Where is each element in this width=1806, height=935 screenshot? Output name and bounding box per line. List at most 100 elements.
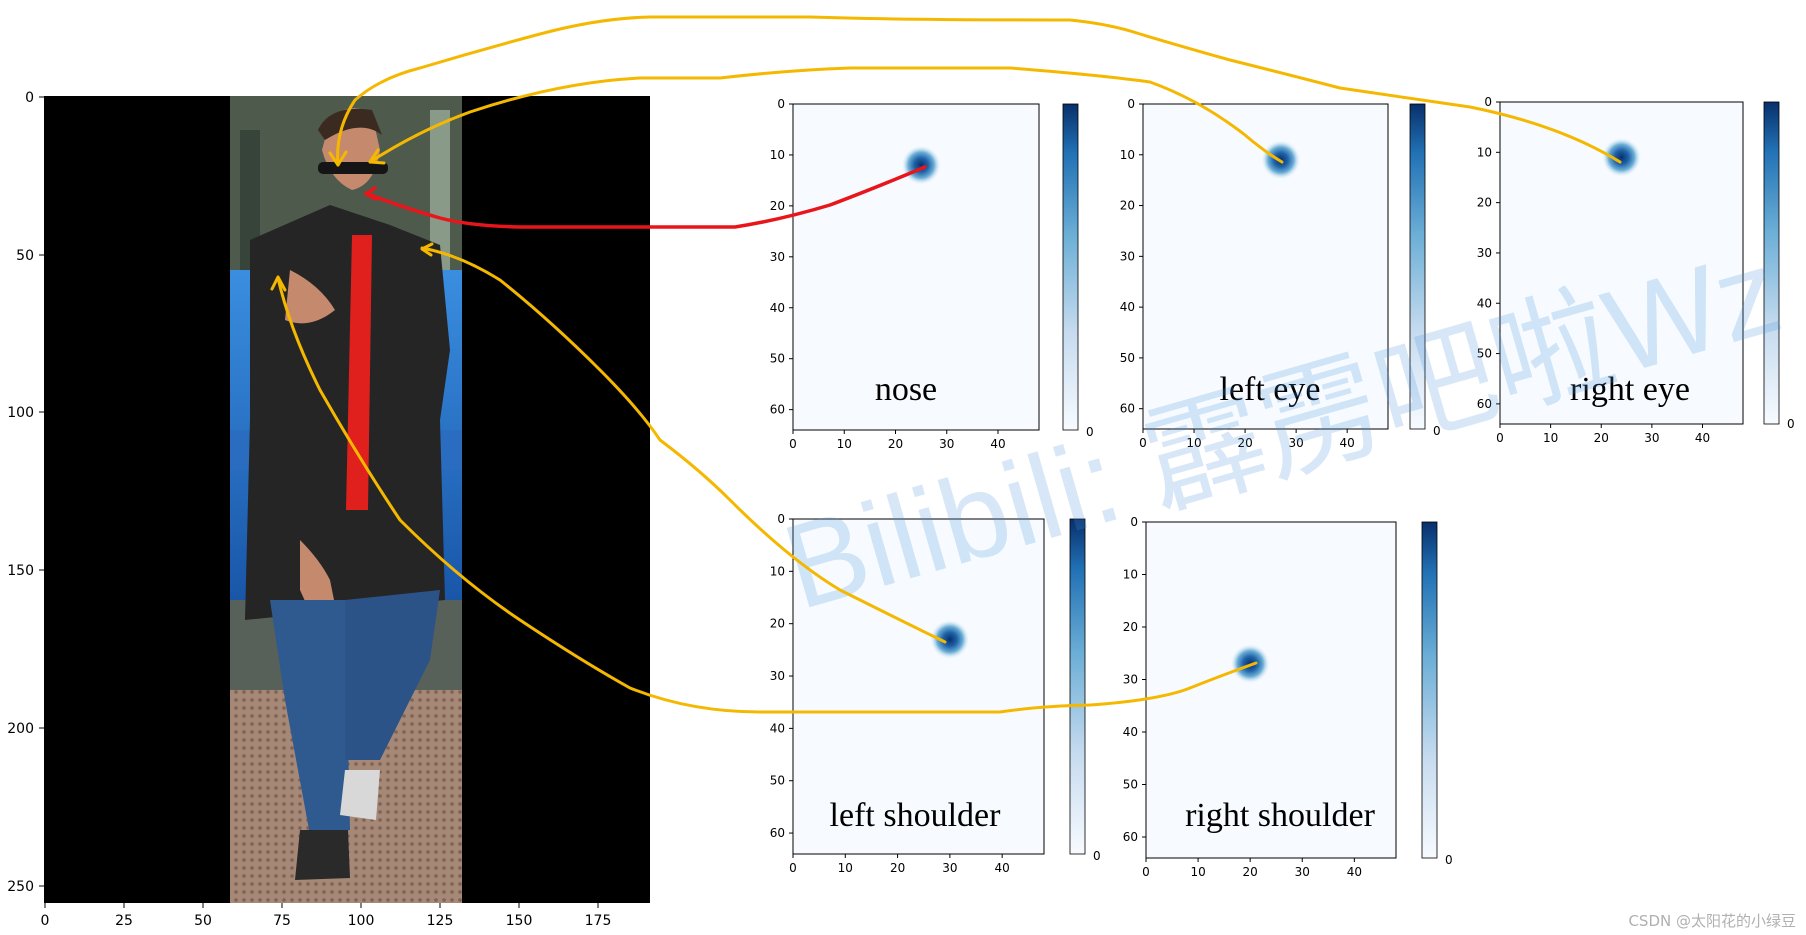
heatmap-xtick-label: 20 [1237, 436, 1252, 450]
colorbar [1421, 521, 1438, 859]
photo-ytick: 0 [25, 90, 34, 106]
heatmap-xtick-label: 20 [890, 861, 905, 875]
photo-ytick: 100 [7, 405, 34, 421]
heatmap-ytick-label: 20 [1477, 196, 1492, 210]
heatmap-ytick-label: 60 [1120, 402, 1135, 416]
heatmap-ytick-label: 20 [1123, 620, 1138, 634]
heatmap-ytick-label: 40 [1477, 296, 1492, 310]
heatmap-xtick-label: 40 [1695, 431, 1710, 445]
panel-label: nose [875, 371, 937, 408]
photo-xtick: 25 [115, 913, 133, 929]
heatmap-ytick-label: 40 [1120, 300, 1135, 314]
heatmap-ytick-label: 50 [1123, 778, 1138, 792]
heatmap-xtick-label: 0 [789, 437, 797, 451]
arrowhead-icon [270, 275, 287, 292]
heatmap-panel-right-shoulder: 0 right shoulder 0 10 20 30 40 0 10 20 30 40 50 60 [1123, 515, 1453, 879]
colorbar-min-label: 0 [1433, 424, 1441, 438]
heatmap-xtick-label: 20 [888, 437, 903, 451]
heatmap-xtick-label: 40 [1347, 865, 1362, 879]
heatmap-xtick-label: 20 [1594, 431, 1609, 445]
heatmap-ytick-label: 0 [777, 97, 785, 111]
arrowhead-icon [328, 150, 348, 167]
heatmap-ytick-label: 30 [770, 669, 785, 683]
connector-right-shoulder [276, 276, 1258, 714]
colorbar-min-label: 0 [1093, 849, 1101, 863]
heatmap-ytick-label: 50 [770, 774, 785, 788]
heatmap-ytick-label: 10 [770, 564, 785, 578]
heatmap-ytick-label: 10 [1123, 568, 1138, 582]
heatmap-panel-right-eye: 0 right eye 0 10 20 30 40 0 10 20 30 40 50 60 [1477, 95, 1795, 445]
photo-y-axis: 0 50 100 150 200 250 [7, 90, 44, 895]
heatmap-ytick-label: 30 [1120, 249, 1135, 263]
heatmap-panel-left-eye: 0 left eye 0 10 20 30 40 0 10 20 30 40 50 60 [1120, 97, 1441, 450]
photo-ytick: 200 [7, 721, 34, 737]
heatmap-xtick-label: 30 [939, 437, 954, 451]
photo-ytick: 250 [7, 879, 34, 895]
heatmap-xtick-label: 30 [1288, 436, 1303, 450]
person-photo [230, 96, 462, 903]
heatmap-ytick-label: 60 [770, 826, 785, 840]
photo-xtick: 125 [427, 913, 454, 929]
heatmap-xtick-label: 10 [1543, 431, 1558, 445]
heatmap-xtick-label: 0 [1496, 431, 1504, 445]
colorbar [1069, 518, 1086, 855]
heatmap-xtick-label: 30 [1644, 431, 1659, 445]
photo-xtick: 50 [194, 913, 212, 929]
connector-left-shoulder [420, 246, 947, 644]
heatmap-xtick-label: 20 [1243, 865, 1258, 879]
panel-label: right shoulder [1185, 797, 1375, 834]
heatmap-xtick-label: 10 [1186, 436, 1201, 450]
arrowhead-icon [364, 186, 378, 201]
heatmap-xtick-label: 0 [1139, 436, 1147, 450]
photo-ytick: 150 [7, 563, 34, 579]
heatmap-ytick-label: 50 [1120, 351, 1135, 365]
heatmap-ytick-label: 20 [770, 617, 785, 631]
heatmap-ytick-label: 20 [770, 199, 785, 213]
heatmap-xtick-label: 40 [990, 437, 1005, 451]
heatmap-ytick-label: 30 [1477, 246, 1492, 260]
heatmap-ytick-label: 60 [770, 403, 785, 417]
heatmap-xtick-label: 0 [1142, 865, 1150, 879]
colorbar [1763, 101, 1780, 425]
colorbar [1409, 103, 1426, 430]
heatmap-panel-nose: 0 nose 0 10 20 30 40 0 10 20 30 40 50 60 [770, 97, 1094, 451]
colorbar-min-label: 0 [1787, 417, 1795, 431]
panel-label: left eye [1220, 371, 1321, 408]
heatmap-ytick-label: 0 [1130, 515, 1138, 529]
photo-ytick: 50 [16, 248, 34, 264]
heatmap-ytick-label: 0 [1484, 95, 1492, 109]
heatmap-ytick-label: 30 [770, 250, 785, 264]
heatmap-ytick-label: 60 [1477, 397, 1492, 411]
heatmap-xtick-label: 30 [942, 861, 957, 875]
heatmap-xtick-label: 10 [837, 437, 852, 451]
credit-text: CSDN @太阳花的小绿豆 [1628, 912, 1796, 930]
heatmap-ytick-label: 20 [1120, 199, 1135, 213]
heatmap-ytick-label: 40 [1123, 725, 1138, 739]
connector-left-eye [368, 66, 1284, 164]
colorbar [1062, 103, 1079, 431]
heatmap-peak [929, 619, 970, 660]
panel-label: right eye [1570, 371, 1690, 408]
photo-x-axis: 0 25 50 75 100 125 150 175 [41, 903, 612, 929]
heatmap-ytick-label: 30 [1123, 673, 1138, 687]
heatmap-ytick-label: 10 [770, 148, 785, 162]
photo-xtick: 150 [506, 913, 533, 929]
heatmap-xtick-label: 10 [1190, 865, 1205, 879]
photo-xtick: 100 [348, 913, 375, 929]
arrowhead-icon [420, 242, 434, 257]
connector-right-eye [336, 15, 1622, 167]
colorbar-min-label: 0 [1445, 853, 1453, 867]
heatmap-ytick-label: 0 [1127, 97, 1135, 111]
heatmap-panel-left-shoulder: 0 left shoulder 0 10 20 30 40 0 10 20 30 40 50 60 [770, 512, 1101, 875]
heatmap-xtick-label: 40 [995, 861, 1010, 875]
connector-nose [364, 165, 927, 229]
heatmap-peak [901, 145, 942, 186]
photo-xtick: 75 [273, 913, 291, 929]
heatmap-peak [1601, 137, 1642, 178]
heatmap-ytick-label: 10 [1120, 148, 1135, 162]
photo-xtick: 0 [41, 913, 50, 929]
heatmap-ytick-label: 50 [1477, 347, 1492, 361]
heatmap-ytick-label: 60 [1123, 830, 1138, 844]
photo-xtick: 175 [585, 913, 612, 929]
